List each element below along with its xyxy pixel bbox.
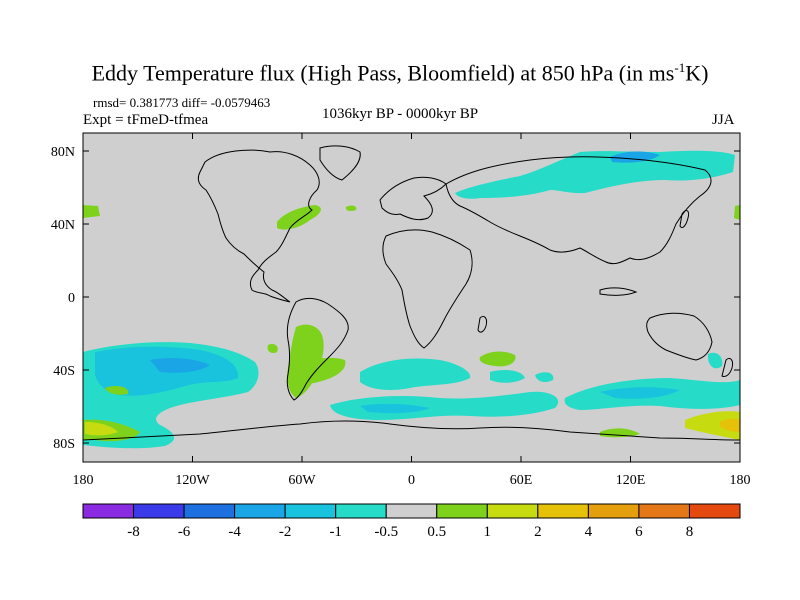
colorbar-swatch: [335, 503, 387, 519]
field-s-atlantic-positive: [290, 357, 346, 384]
title-superscript: -1: [674, 60, 686, 75]
colorbar-label: 8: [686, 524, 694, 540]
colorbar-swatch: [688, 503, 741, 519]
coast-north-america: [197, 149, 320, 303]
colorbar-swatch: [234, 503, 286, 519]
field-ross-sea-yellow: [85, 422, 118, 436]
colorbar-label: -2: [279, 524, 292, 540]
field-west-positive: [105, 386, 129, 395]
colorbar-swatch: [385, 503, 438, 519]
lat-tick-label: 0: [68, 291, 75, 306]
field-indian-negative-2: [535, 372, 554, 383]
field-edge-positive-east: [734, 205, 740, 220]
field-antarctic-orange: [720, 418, 740, 432]
map-title: Eddy Temperature flux (High Pass, Bloomf…: [0, 60, 800, 86]
colorbar-label: 2: [534, 524, 542, 540]
colorbar-label: 6: [635, 524, 643, 540]
colorbar-label: -1: [329, 524, 342, 540]
lon-tick-label: 180: [73, 473, 94, 488]
colorbar-swatch: [587, 503, 640, 519]
coast-antarctica: [82, 420, 741, 441]
field-atlantic-positive: [277, 205, 321, 230]
lon-tick-label: 120W: [175, 473, 210, 488]
colorbar-swatch: [133, 503, 185, 519]
colorbar-swatch: [537, 503, 589, 519]
colorbar-label: -0.5: [374, 524, 398, 540]
colorbar-swatch: [183, 503, 236, 519]
colorbar-label: 4: [585, 524, 593, 540]
lon-tick-label: 60W: [288, 473, 316, 488]
coast-south-america: [286, 297, 349, 401]
field-south-atlantic-negative: [360, 358, 471, 390]
title-main: Eddy Temperature flux (High Pass, Bloomf…: [91, 60, 675, 86]
coast-asia: [445, 156, 712, 265]
colorbar-swatch: [638, 503, 690, 519]
field-argentina-positive: [267, 343, 278, 354]
lon-axis: 180 120W 60W 0 60E 120E 180: [73, 133, 751, 488]
lon-tick-label: 60E: [510, 473, 533, 488]
lat-tick-label: 80N: [51, 145, 75, 160]
colorbar: -8 -6 -4 -2 -1 -0.5 0.5 1 2 4 6 8: [82, 503, 741, 540]
coast-madagascar: [477, 315, 487, 333]
lon-tick-label: 180: [730, 473, 751, 488]
coast-africa: [382, 229, 473, 349]
lon-tick-label: 120E: [616, 473, 646, 488]
field-south-australia-core: [600, 387, 680, 399]
period-label: 1036kyr BP - 0000kyr BP: [322, 106, 479, 122]
stats-label: rmsd= 0.381773 diff= -0.0579463: [93, 95, 271, 110]
field-edge-positive: [83, 205, 100, 218]
field-south-pacific-deep: [150, 357, 210, 373]
colorbar-swatch: [436, 503, 488, 519]
field-antarctic-positive: [685, 411, 740, 440]
lon-tick-label: 0: [408, 473, 415, 488]
anomaly-fields: [83, 150, 740, 449]
lat-tick-label: 40N: [51, 218, 75, 233]
field-europe-positive: [345, 205, 357, 211]
title-tail: K): [685, 60, 709, 86]
colorbar-swatch: [82, 503, 135, 519]
colorbar-label: -6: [178, 524, 191, 540]
colorbar-swatch: [486, 503, 539, 519]
colorbar-label: 1: [484, 524, 492, 540]
season-label: JJA: [712, 112, 735, 128]
field-indian-negative: [490, 370, 525, 383]
lat-tick-label: 40S: [53, 364, 75, 379]
experiment-label: Expt = tFmeD-tfmea: [83, 112, 209, 128]
coast-japan: [679, 210, 689, 229]
lat-tick-label: 80S: [53, 437, 75, 452]
coast-greenland: [319, 145, 361, 181]
coast-indonesia: [599, 287, 638, 296]
field-indian-positive: [479, 351, 516, 367]
colorbar-label: -8: [127, 524, 140, 540]
coastlines: [82, 145, 741, 441]
lat-axis: 80N 40N 0 40S 80S: [51, 145, 740, 452]
coast-europe: [379, 176, 447, 221]
coast-australia: [646, 312, 713, 361]
field-tasman-negative: [707, 352, 723, 369]
colorbar-swatch: [284, 503, 337, 519]
field-southern-ocean-core: [360, 403, 430, 414]
coast-new-zealand: [721, 357, 733, 377]
colorbar-label: 0.5: [427, 524, 446, 540]
colorbar-label: -4: [228, 524, 241, 540]
